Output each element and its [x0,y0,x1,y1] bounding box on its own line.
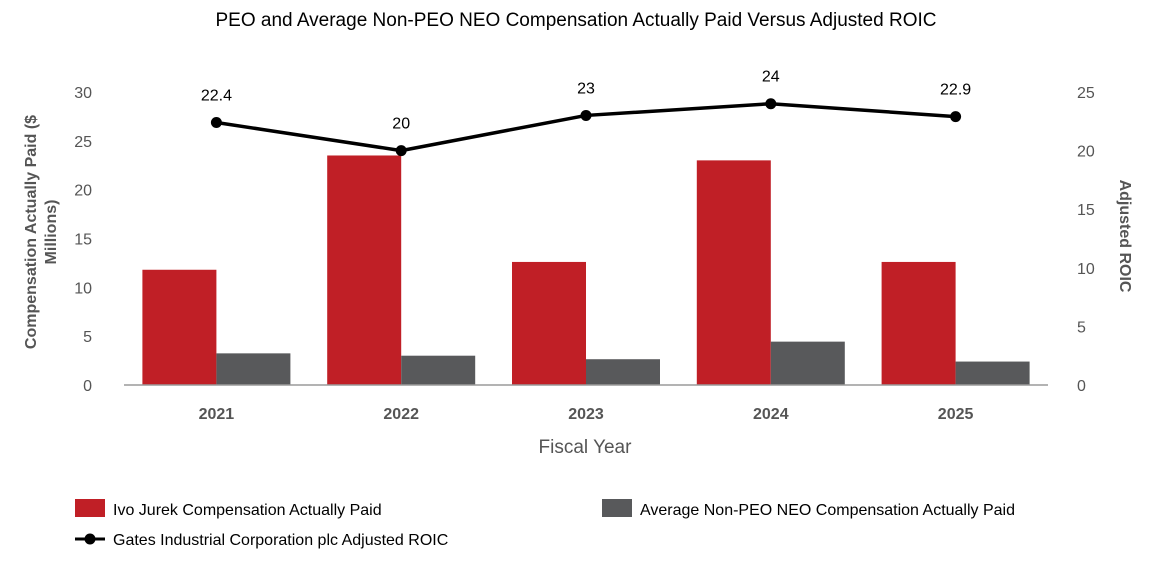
bar-neo-2024 [770,341,845,385]
legend-marker-roic [84,533,96,545]
y-axis-title: Compensation Actually Paid ($ Millions) [23,115,60,349]
roic-data-label: 20 [392,116,410,133]
y2-tick-label: 20 [1077,144,1095,161]
roic-data-label: 23 [577,80,595,97]
bar-neo-2022 [401,355,476,385]
y2-tick-label: 25 [1077,85,1095,102]
y-tick-label: 30 [74,85,92,102]
x-tick-label: 2021 [199,406,235,423]
bar-neo-2023 [586,359,660,385]
y-tick-label: 20 [74,183,92,200]
roic-point-2023 [580,109,592,121]
legend-swatch-peo [75,499,105,517]
chart-title: PEO and Average Non-PEO NEO Compensation… [216,10,937,31]
bar-peo-2021 [142,269,217,385]
y-axis-title-line-1: Compensation Actually Paid ($ [23,115,40,349]
y-tick-label: 15 [74,232,92,249]
y2-axis-ticks: 0 5 10 15 20 25 [1077,85,1095,395]
x-axis-ticks: 2021 2022 2023 2024 2025 [199,406,974,423]
legend-label-peo: Ivo Jurek Compensation Actually Paid [113,502,382,519]
y-tick-label: 0 [83,378,92,395]
y-tick-label: 5 [83,329,92,346]
roic-data-label: 22.9 [940,82,971,99]
roic-data-label: 24 [762,69,780,86]
x-tick-label: 2023 [568,406,604,423]
legend: Ivo Jurek Compensation Actually Paid Ave… [75,499,1015,549]
x-tick-label: 2025 [938,406,974,423]
roic-point-2022 [395,145,407,157]
bar-neo-2021 [216,353,291,385]
y2-axis-title: Adjusted ROIC [1116,180,1133,293]
bars [142,155,1030,385]
bar-peo-2025 [881,261,956,385]
roic-line-series: 22.4 20 23 24 22.9 [201,69,971,157]
y2-tick-label: 5 [1077,319,1086,336]
roic-point-2024 [765,98,777,110]
bar-peo-2023 [512,261,586,385]
y-tick-label: 10 [74,280,92,297]
roic-point-2021 [210,116,222,128]
x-tick-label: 2022 [383,406,419,423]
x-axis-title: Fiscal Year [539,437,633,458]
legend-label-neo: Average Non-PEO NEO Compensation Actuall… [640,502,1015,519]
y2-tick-label: 10 [1077,261,1095,278]
bar-peo-2022 [327,155,402,385]
legend-swatch-neo [602,499,632,517]
y2-tick-label: 15 [1077,202,1095,219]
x-tick-label: 2024 [753,406,789,423]
roic-data-label: 22.4 [201,87,232,104]
bar-neo-2025 [955,361,1030,385]
y-tick-label: 25 [74,134,92,151]
roic-point-2025 [950,111,962,123]
y-axis-title-line-2: Millions) [43,200,60,265]
y-axis-ticks: 0 5 10 15 20 25 30 [74,85,92,395]
legend-label-roic: Gates Industrial Corporation plc Adjuste… [113,532,448,549]
bar-peo-2024 [696,160,771,385]
y2-tick-label: 0 [1077,378,1086,395]
